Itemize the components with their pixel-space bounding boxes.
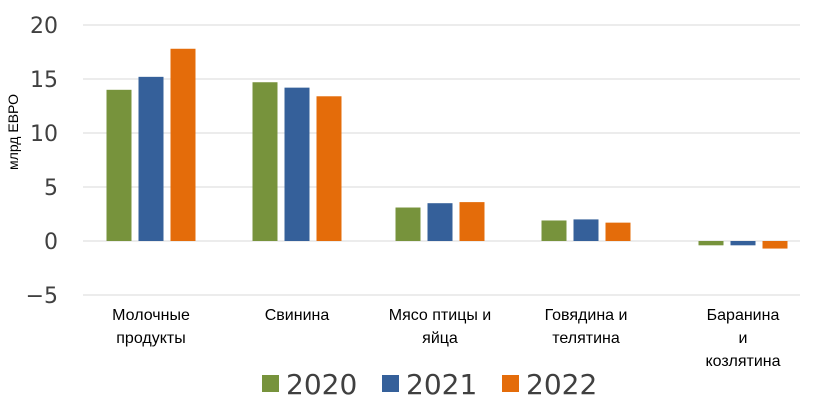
- bar-2020-3: [541, 220, 567, 241]
- category-label: Молочные продукты: [112, 307, 190, 347]
- y-tick-label: 5: [44, 176, 58, 201]
- bar-2020-1: [252, 82, 278, 242]
- y-tick-label: 10: [30, 122, 58, 147]
- legend-swatch-2020: [262, 375, 279, 392]
- bar-2022-4: [762, 241, 788, 249]
- bar-2022-3: [605, 222, 631, 241]
- y-axis-label: млрд ЕВРО: [5, 94, 21, 170]
- category-label-line: козлятина: [705, 353, 780, 370]
- category-label-line: Свинина: [265, 307, 330, 324]
- y-tick-label: −5: [26, 284, 58, 309]
- legend-label: 2021: [406, 368, 477, 401]
- category-label-line: Говядина и: [545, 307, 628, 324]
- bar-2021-3: [573, 219, 599, 241]
- category-label-line: яйца: [422, 330, 458, 347]
- gridlines: [83, 24, 800, 296]
- category-label: Мясо птицы и яйца: [389, 307, 492, 347]
- bar-2021-4: [730, 241, 756, 246]
- bar-2021-1: [284, 87, 310, 241]
- bars: [106, 48, 788, 249]
- legend: 2020 2021 2022: [262, 368, 597, 401]
- legend-label: 2022: [526, 368, 597, 401]
- category-label: Свинина: [265, 307, 330, 324]
- bar-2022-2: [459, 202, 485, 241]
- bar-2020-2: [395, 207, 421, 241]
- category-label: Говядина и телятина: [545, 307, 628, 347]
- category-label-line: Баранина: [707, 307, 780, 324]
- bar-2021-0: [138, 76, 164, 241]
- category-labels: Молочные продукты Свинина Мясо птицы и яйца Г…: [112, 307, 780, 370]
- legend-label: 2020: [286, 368, 357, 401]
- category-label-line: Молочные: [112, 307, 190, 324]
- category-label-line: продукты: [116, 330, 185, 347]
- legend-swatch-2021: [382, 375, 399, 392]
- bar-2020-0: [106, 89, 132, 241]
- y-axis-ticks: −5 0 5 10 15 20: [26, 14, 58, 309]
- bar-2020-4: [698, 241, 724, 246]
- bar-2022-0: [170, 48, 196, 242]
- category-label-line: Мясо птицы и: [389, 307, 492, 324]
- legend-swatch-2022: [502, 375, 519, 392]
- y-tick-label: 20: [30, 14, 58, 39]
- bar-2021-2: [427, 203, 453, 241]
- y-tick-label: 0: [44, 230, 58, 255]
- bar-2022-1: [316, 96, 342, 241]
- category-label-line: телятина: [552, 330, 620, 347]
- category-label: Баранина и козлятина: [705, 307, 780, 370]
- category-label-line: и: [739, 330, 748, 347]
- y-tick-label: 15: [30, 68, 58, 93]
